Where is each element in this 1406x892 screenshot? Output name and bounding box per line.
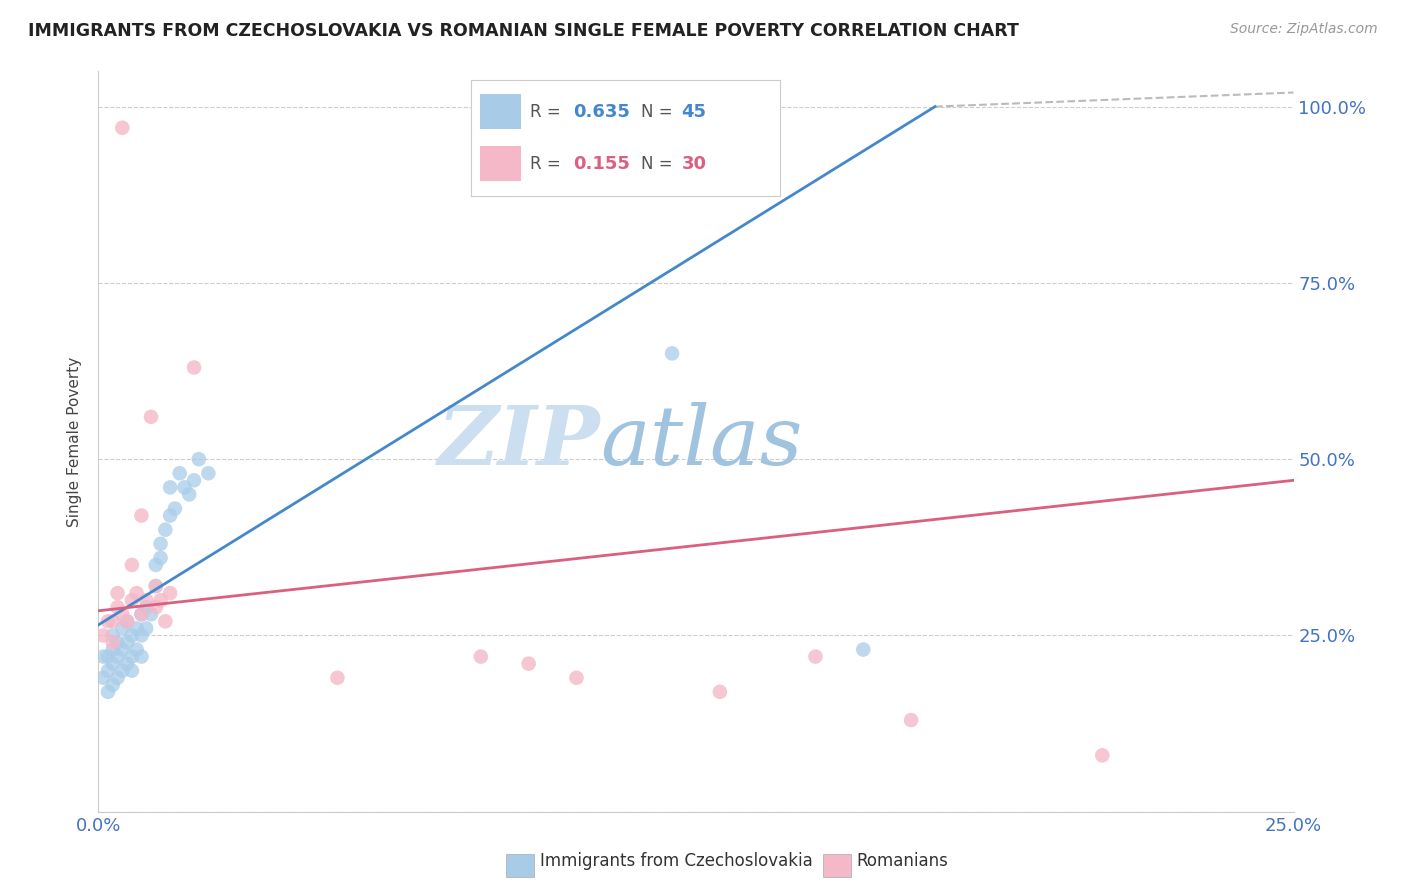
- Point: [159, 508, 181, 523]
- Point: [107, 671, 129, 685]
- Point: [101, 657, 124, 671]
- Text: ZIP: ZIP: [437, 401, 600, 482]
- Point: [97, 649, 120, 664]
- Point: [131, 628, 153, 642]
- Point: [145, 579, 167, 593]
- Point: [183, 360, 205, 375]
- Point: [101, 615, 124, 629]
- Text: N =: N =: [641, 155, 672, 173]
- Point: [101, 635, 124, 649]
- Point: [111, 664, 134, 678]
- Point: [139, 409, 162, 424]
- Text: N =: N =: [641, 103, 672, 120]
- Text: Immigrants from Czechoslovakia: Immigrants from Czechoslovakia: [540, 852, 813, 870]
- Text: atlas: atlas: [600, 401, 803, 482]
- Point: [159, 586, 181, 600]
- Point: [565, 671, 588, 685]
- Point: [115, 657, 138, 671]
- Point: [107, 586, 129, 600]
- Point: [115, 615, 138, 629]
- Point: [187, 452, 209, 467]
- Point: [135, 621, 157, 635]
- Point: [852, 642, 875, 657]
- Point: [135, 593, 157, 607]
- Point: [125, 586, 148, 600]
- Point: [97, 615, 120, 629]
- Point: [97, 664, 120, 678]
- Point: [115, 635, 138, 649]
- Point: [149, 537, 172, 551]
- Point: [121, 628, 143, 642]
- Point: [145, 579, 167, 593]
- Point: [111, 642, 134, 657]
- Point: [145, 600, 167, 615]
- Point: [101, 678, 124, 692]
- Point: [97, 685, 120, 699]
- Point: [91, 628, 114, 642]
- Point: [107, 635, 129, 649]
- Point: [101, 628, 124, 642]
- Point: [173, 480, 195, 494]
- Point: [149, 593, 172, 607]
- Point: [155, 615, 177, 629]
- Point: [121, 593, 143, 607]
- Text: IMMIGRANTS FROM CZECHOSLOVAKIA VS ROMANIAN SINGLE FEMALE POVERTY CORRELATION CHA: IMMIGRANTS FROM CZECHOSLOVAKIA VS ROMANI…: [28, 22, 1019, 40]
- Point: [125, 621, 148, 635]
- Point: [145, 558, 167, 572]
- Point: [155, 523, 177, 537]
- Point: [131, 649, 153, 664]
- Point: [661, 346, 683, 360]
- Point: [470, 649, 492, 664]
- Point: [111, 621, 134, 635]
- Point: [135, 600, 157, 615]
- Point: [121, 649, 143, 664]
- Text: Source: ZipAtlas.com: Source: ZipAtlas.com: [1230, 22, 1378, 37]
- Point: [121, 558, 143, 572]
- Point: [804, 649, 827, 664]
- Bar: [481, 95, 520, 129]
- Point: [111, 607, 134, 622]
- Point: [163, 501, 186, 516]
- Point: [183, 473, 205, 487]
- Point: [131, 607, 153, 622]
- Point: [169, 467, 191, 481]
- Point: [326, 671, 349, 685]
- Text: R =: R =: [530, 103, 561, 120]
- Text: R =: R =: [530, 155, 561, 173]
- Point: [1091, 748, 1114, 763]
- Point: [131, 508, 153, 523]
- Point: [121, 664, 143, 678]
- Point: [111, 120, 134, 135]
- Point: [101, 642, 124, 657]
- Point: [139, 607, 162, 622]
- Point: [517, 657, 540, 671]
- Text: 0.155: 0.155: [574, 155, 630, 173]
- Point: [91, 649, 114, 664]
- Text: 45: 45: [682, 103, 706, 120]
- Y-axis label: Single Female Poverty: Single Female Poverty: [67, 357, 83, 526]
- Point: [131, 607, 153, 622]
- Point: [91, 671, 114, 685]
- Text: Romanians: Romanians: [856, 852, 948, 870]
- Bar: [481, 146, 520, 181]
- Point: [115, 615, 138, 629]
- Point: [159, 480, 181, 494]
- Text: 0.635: 0.635: [574, 103, 630, 120]
- Point: [125, 642, 148, 657]
- Point: [107, 649, 129, 664]
- Point: [179, 487, 201, 501]
- Point: [197, 467, 219, 481]
- Point: [107, 600, 129, 615]
- Point: [709, 685, 731, 699]
- Point: [900, 713, 922, 727]
- Point: [149, 550, 172, 565]
- Text: 30: 30: [682, 155, 706, 173]
